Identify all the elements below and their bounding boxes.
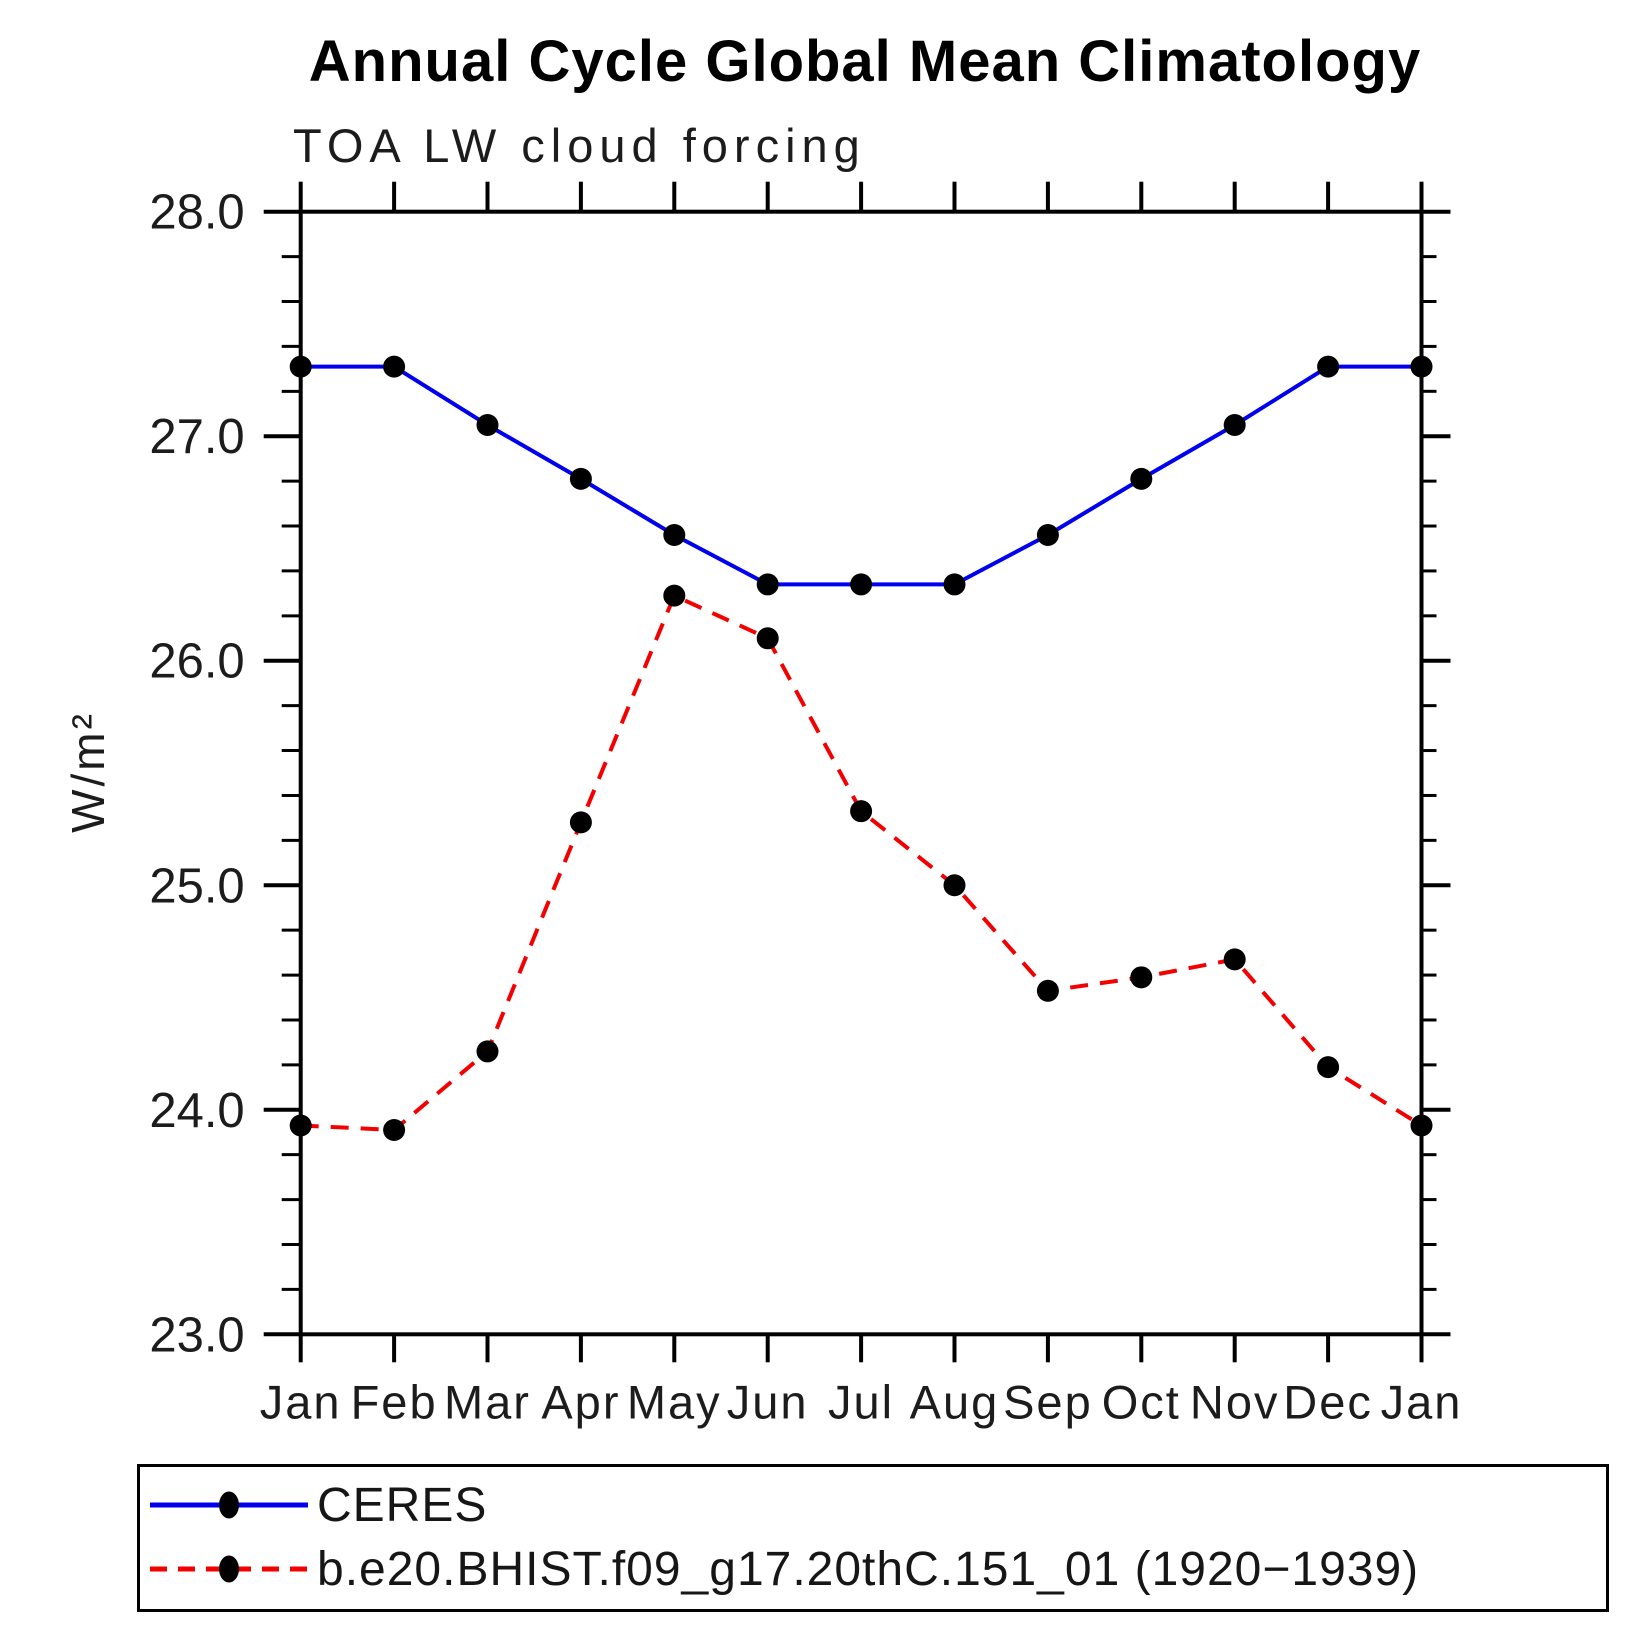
- svg-text:Feb: Feb: [351, 1375, 438, 1428]
- svg-text:26.0: 26.0: [149, 635, 244, 689]
- series-line-model: [300, 592, 1423, 1133]
- svg-text:Jan: Jan: [260, 1375, 342, 1428]
- legend-item-ceres: CERES: [148, 1473, 487, 1537]
- chart-subtitle: TOA LW cloud forcing: [293, 119, 866, 172]
- data-point-markers: [289, 355, 1433, 1141]
- legend-swatch-dashed-line: [150, 1555, 308, 1583]
- svg-text:Aug: Aug: [910, 1375, 1000, 1428]
- svg-text:27.0: 27.0: [149, 410, 244, 464]
- legend-label: b.e20.BHIST.f09_g17.20thC.151_01 (1920−1…: [317, 1542, 1420, 1596]
- svg-text:Sep: Sep: [1003, 1375, 1093, 1428]
- legend-item-model: b.e20.BHIST.f09_g17.20thC.151_01 (1920−1…: [148, 1537, 1419, 1601]
- svg-text:Apr: Apr: [541, 1375, 620, 1428]
- axis-ticks: [263, 181, 1451, 1363]
- plot-frame: [298, 209, 1424, 1337]
- legend: CERES b.e20.BHIST.f09_g17.20thC.151_01 (…: [137, 1464, 1609, 1612]
- svg-text:24.0: 24.0: [149, 1084, 244, 1138]
- chart-title: Annual Cycle Global Mean Climatology: [308, 29, 1422, 94]
- series-line-ceres: [300, 364, 1422, 587]
- svg-text:Oct: Oct: [1102, 1375, 1181, 1428]
- svg-text:Jun: Jun: [727, 1375, 809, 1428]
- svg-text:23.0: 23.0: [149, 1308, 244, 1362]
- svg-text:Jan: Jan: [1381, 1375, 1463, 1428]
- svg-text:25.0: 25.0: [149, 859, 244, 913]
- svg-text:Jul: Jul: [828, 1375, 894, 1428]
- x-tick-labels: Jan Feb Mar Apr May Jun Jul Aug Sep Oct Nov Dec Jan: [260, 1375, 1463, 1428]
- legend-swatch-solid-line: [150, 1491, 308, 1519]
- svg-text:Dec: Dec: [1283, 1375, 1373, 1428]
- svg-text:Mar: Mar: [444, 1375, 531, 1428]
- y-tick-labels: 23.0 24.0 25.0 26.0 27.0 28.0: [149, 186, 244, 1363]
- svg-text:Nov: Nov: [1190, 1375, 1280, 1428]
- svg-text:28.0: 28.0: [149, 186, 244, 240]
- legend-label: CERES: [317, 1478, 488, 1532]
- svg-text:May: May: [627, 1375, 722, 1428]
